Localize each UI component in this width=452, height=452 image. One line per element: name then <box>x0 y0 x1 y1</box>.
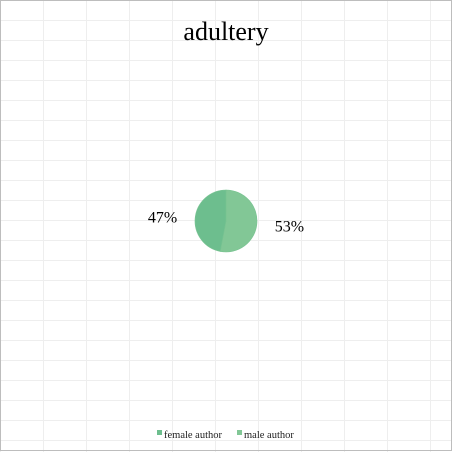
chart-title: adultery <box>183 17 268 46</box>
pie-slice-female-author <box>194 189 227 252</box>
chart-legend: female author male author <box>157 430 294 441</box>
pie-slices <box>194 189 258 253</box>
pie-label-female-author: 47% <box>148 209 177 226</box>
pie-value-labels: 53% 47% <box>148 209 304 235</box>
pie-label-male-author: 53% <box>275 219 304 236</box>
legend-entry: male author <box>244 430 294 441</box>
legend-swatch <box>237 430 242 435</box>
legend-swatch <box>157 430 162 435</box>
pie-slice-male-author <box>219 189 258 253</box>
legend-entry: female author <box>164 430 223 441</box>
